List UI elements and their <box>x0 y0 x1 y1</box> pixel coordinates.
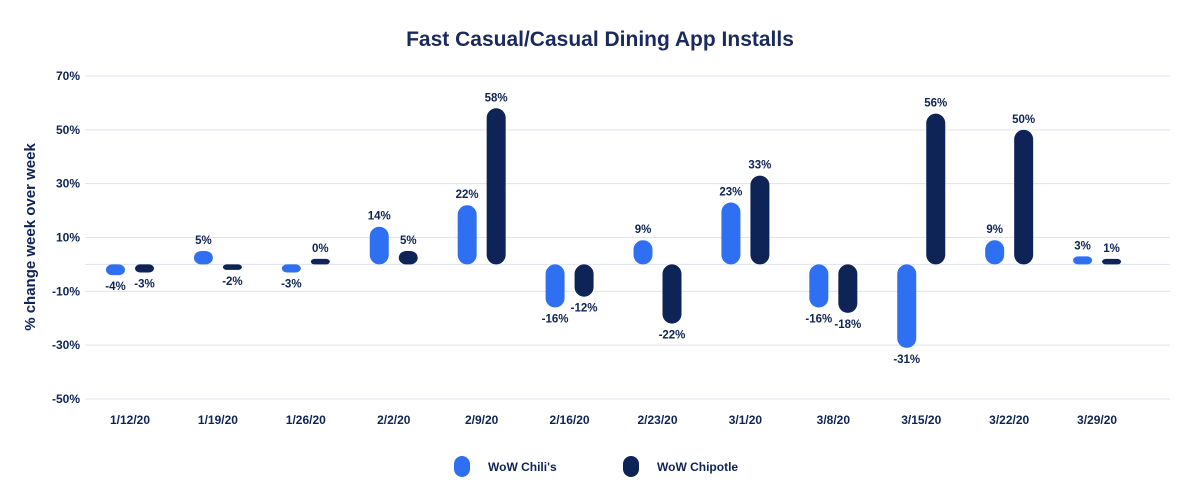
x-tick-label: 3/29/20 <box>1077 413 1117 427</box>
data-label-wow-chili-s: 14% <box>368 211 391 223</box>
data-labels: -4% -3%5%-2% -3%0%14%5%22%58%-16%-12%9%-22… <box>105 92 1120 366</box>
x-tick-label: 3/15/20 <box>901 413 941 427</box>
bars <box>106 108 1122 348</box>
bar-wow-chipotle-3-29-20 <box>1102 258 1122 265</box>
legend: WoW Chili's WoW Chipotle <box>454 456 738 477</box>
data-label-wow-chipotle: 56% <box>924 98 947 110</box>
data-label-wow-chili-s: -16% <box>805 313 832 325</box>
bar-wow-chili-s-3-1-20 <box>721 202 741 265</box>
data-label-wow-chipotle: 33% <box>748 160 771 172</box>
x-tick-label: 1/26/20 <box>286 413 326 427</box>
data-label-wow-chipotle: -3% <box>134 278 154 290</box>
chart-title: Fast Casual/Casual Dining App Installs <box>406 28 794 51</box>
x-tick-label: 2/16/20 <box>550 413 590 427</box>
bar-wow-chipotle-3-22-20 <box>1014 129 1034 265</box>
bar-wow-chipotle-2-9-20 <box>486 108 506 265</box>
data-label-wow-chili-s: -31% <box>893 354 920 366</box>
gridlines <box>85 75 1170 400</box>
y-tick-label: -30% <box>52 338 80 352</box>
legend-label: WoW Chipotle <box>657 460 738 474</box>
bar-wow-chili-s-2-16-20 <box>545 264 565 308</box>
y-tick-label: 50% <box>56 123 80 137</box>
data-label-wow-chili-s: -4% <box>105 281 125 293</box>
legend-swatch <box>454 456 470 477</box>
x-tick-label: 3/22/20 <box>989 413 1029 427</box>
bar-wow-chipotle-1-12-20 <box>135 264 154 273</box>
data-label-wow-chili-s: 3% <box>1074 240 1091 252</box>
bar-wow-chipotle-3-1-20 <box>750 175 770 265</box>
x-tick-label: 1/12/20 <box>110 413 150 427</box>
data-label-wow-chili-s: 5% <box>195 235 212 247</box>
bar-wow-chili-s-2-23-20 <box>633 240 653 265</box>
data-label-wow-chili-s: 23% <box>719 187 742 199</box>
y-tick-label: -50% <box>52 392 80 406</box>
data-label-wow-chipotle: 1% <box>1103 243 1120 255</box>
x-tick-label: 3/8/20 <box>817 413 851 427</box>
y-tick-label: 70% <box>56 69 80 83</box>
y-tick-label: 30% <box>56 177 80 191</box>
bar-wow-chili-s-1-26-20 <box>281 264 301 273</box>
data-label-wow-chipotle: 0% <box>312 243 329 255</box>
bar-wow-chili-s-2-2-20 <box>369 226 389 265</box>
data-label-wow-chili-s: 9% <box>986 224 1003 236</box>
data-label-wow-chipotle: 5% <box>400 235 417 247</box>
bar-wow-chili-s-1-19-20 <box>193 250 213 265</box>
bar-wow-chipotle-1-19-20 <box>222 264 242 270</box>
bar-wow-chipotle-2-23-20 <box>662 264 682 324</box>
bar-wow-chipotle-3-8-20 <box>838 264 858 313</box>
bar-wow-chili-s-2-9-20 <box>457 205 477 265</box>
x-tick-label: 3/1/20 <box>729 413 763 427</box>
legend-swatch <box>623 456 639 477</box>
bar-wow-chili-s-3-29-20 <box>1073 256 1093 265</box>
y-tick-label: 10% <box>56 231 80 245</box>
data-label-wow-chipotle: -22% <box>659 330 686 342</box>
x-tick-label: 2/9/20 <box>465 413 499 427</box>
data-label-wow-chipotle: -12% <box>571 303 598 315</box>
y-axis-label: % change week over week <box>22 143 39 331</box>
bar-wow-chipotle-1-26-20 <box>310 258 330 265</box>
legend-label: WoW Chili's <box>488 460 557 474</box>
data-label-wow-chili-s: 9% <box>635 224 652 236</box>
x-tick-label: 2/2/20 <box>377 413 411 427</box>
data-label-wow-chipotle: -2% <box>222 276 242 288</box>
data-label-wow-chipotle: -18% <box>834 319 861 331</box>
bar-wow-chili-s-3-22-20 <box>985 240 1005 265</box>
data-label-wow-chipotle: 58% <box>485 92 508 104</box>
bar-wow-chili-s-3-15-20 <box>897 264 917 348</box>
bar-wow-chili-s-1-12-20 <box>106 264 125 276</box>
data-label-wow-chili-s: -16% <box>542 313 569 325</box>
data-label-wow-chipotle: 50% <box>1012 114 1035 126</box>
bar-wow-chili-s-3-8-20 <box>809 264 829 308</box>
x-axis-ticks: 1/12/20 1/19/20 1/26/20 2/2/20 2/9/20 2/16/20… <box>110 413 1117 427</box>
y-axis-ticks: -50% -30% -10% 10% 30% 50% 70% <box>52 69 80 406</box>
y-tick-label: -10% <box>52 284 80 298</box>
bar-wow-chipotle-2-16-20 <box>574 264 594 297</box>
x-tick-label: 1/19/20 <box>198 413 238 427</box>
x-tick-label: 2/23/20 <box>637 413 677 427</box>
data-label-wow-chili-s: -3% <box>281 278 301 290</box>
bar-wow-chipotle-3-15-20 <box>926 113 946 265</box>
bar-wow-chipotle-2-2-20 <box>398 250 418 265</box>
data-label-wow-chili-s: 22% <box>456 189 479 201</box>
